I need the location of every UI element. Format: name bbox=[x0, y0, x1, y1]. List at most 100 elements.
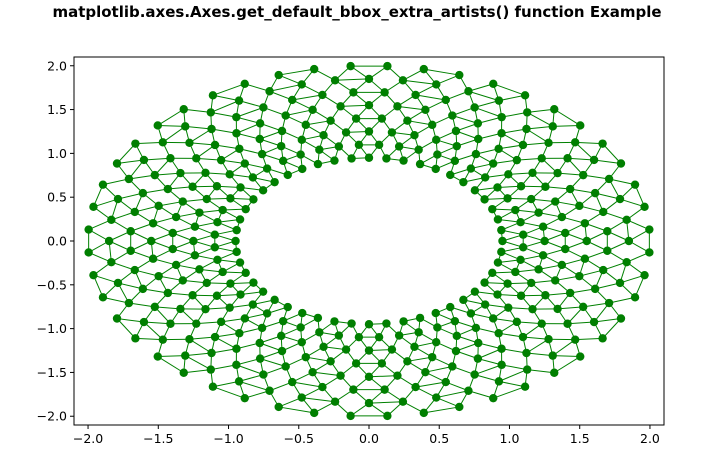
data-point bbox=[130, 207, 139, 217]
data-point bbox=[548, 122, 557, 131]
data-point bbox=[421, 105, 430, 115]
data-point bbox=[301, 352, 310, 362]
x-tick-label: 0.0 bbox=[359, 431, 379, 446]
mesh-edge bbox=[493, 386, 526, 399]
data-point bbox=[537, 154, 546, 163]
mesh-edge bbox=[128, 174, 155, 180]
data-point bbox=[382, 154, 391, 163]
data-point bbox=[431, 135, 441, 145]
data-point bbox=[210, 332, 220, 342]
mesh-edge bbox=[143, 157, 171, 161]
x-tick-label: 0.5 bbox=[429, 431, 449, 446]
data-point bbox=[206, 108, 215, 117]
mesh-edge bbox=[116, 143, 136, 164]
data-point bbox=[630, 180, 640, 189]
data-point bbox=[576, 121, 585, 130]
data-point bbox=[178, 197, 187, 206]
data-point bbox=[493, 258, 503, 267]
mesh-edge bbox=[619, 198, 645, 208]
mesh-edge bbox=[162, 125, 186, 143]
data-point bbox=[176, 168, 185, 178]
data-point bbox=[131, 334, 140, 343]
data-point bbox=[580, 254, 590, 263]
data-point bbox=[561, 228, 570, 238]
y-tick-label: 2.0 bbox=[47, 58, 67, 73]
mesh-edge bbox=[93, 274, 119, 284]
y-tick-label: 0.0 bbox=[47, 234, 67, 249]
data-point bbox=[258, 186, 268, 195]
data-point bbox=[480, 173, 490, 182]
data-point bbox=[503, 279, 512, 288]
mesh-edge bbox=[552, 339, 576, 357]
mesh-edge bbox=[552, 355, 581, 358]
data-point bbox=[578, 302, 588, 312]
data-point bbox=[277, 126, 287, 136]
data-point bbox=[235, 329, 244, 338]
data-point bbox=[452, 331, 461, 341]
data-point bbox=[578, 170, 588, 180]
mesh-edge bbox=[212, 83, 245, 96]
data-point bbox=[557, 212, 567, 222]
data-point bbox=[603, 227, 612, 236]
data-point bbox=[107, 257, 116, 267]
data-point bbox=[248, 173, 258, 182]
data-point bbox=[523, 365, 532, 374]
data-point bbox=[428, 120, 437, 130]
mesh-edge bbox=[468, 90, 500, 102]
mesh-edge bbox=[423, 406, 460, 414]
data-point bbox=[599, 265, 608, 275]
data-point bbox=[298, 164, 307, 174]
y-tick-label: 0.5 bbox=[47, 190, 67, 205]
data-point bbox=[538, 222, 548, 231]
data-point bbox=[188, 291, 197, 300]
data-point bbox=[380, 88, 389, 97]
mesh-edge bbox=[128, 302, 155, 308]
data-point bbox=[488, 268, 497, 278]
mesh-edge bbox=[154, 306, 181, 310]
data-point bbox=[308, 105, 317, 115]
data-point bbox=[575, 201, 584, 211]
data-point bbox=[138, 284, 148, 294]
data-point bbox=[148, 254, 158, 263]
data-point bbox=[147, 236, 156, 246]
data-point bbox=[240, 314, 250, 323]
mesh-edge bbox=[259, 358, 286, 367]
mesh-edge bbox=[526, 352, 553, 357]
data-point bbox=[336, 102, 345, 111]
data-point bbox=[474, 338, 483, 348]
data-point bbox=[236, 290, 245, 299]
data-point bbox=[288, 95, 297, 105]
mesh-edge bbox=[142, 288, 168, 294]
data-point bbox=[580, 219, 590, 228]
data-point bbox=[192, 154, 201, 163]
data-point bbox=[281, 362, 290, 371]
data-point bbox=[393, 102, 402, 111]
data-point bbox=[330, 76, 340, 85]
data-point bbox=[288, 377, 297, 387]
data-point bbox=[277, 141, 286, 151]
data-point bbox=[459, 177, 468, 187]
data-point bbox=[537, 319, 546, 328]
data-point bbox=[516, 217, 525, 227]
data-point bbox=[455, 402, 464, 412]
data-point bbox=[208, 91, 218, 100]
data-point bbox=[259, 370, 268, 379]
data-point bbox=[112, 159, 122, 168]
data-point bbox=[234, 377, 244, 386]
mesh-edge bbox=[93, 198, 119, 208]
mesh-edge bbox=[557, 306, 584, 310]
data-point bbox=[538, 251, 548, 260]
data-point bbox=[259, 103, 268, 112]
mesh-edge bbox=[157, 355, 186, 358]
data-point bbox=[148, 219, 158, 228]
data-point bbox=[341, 345, 351, 354]
data-point bbox=[393, 371, 402, 380]
data-point bbox=[624, 236, 634, 246]
y-axis: 2.0 1.5 1.0 0.5 0.0 −0.5 −1.0 −1.5 −2.0 bbox=[37, 58, 74, 424]
mesh-edge bbox=[608, 178, 636, 186]
mesh-edge bbox=[210, 100, 240, 113]
data-point bbox=[383, 61, 392, 71]
data-point bbox=[497, 112, 506, 122]
data-point bbox=[235, 144, 244, 153]
